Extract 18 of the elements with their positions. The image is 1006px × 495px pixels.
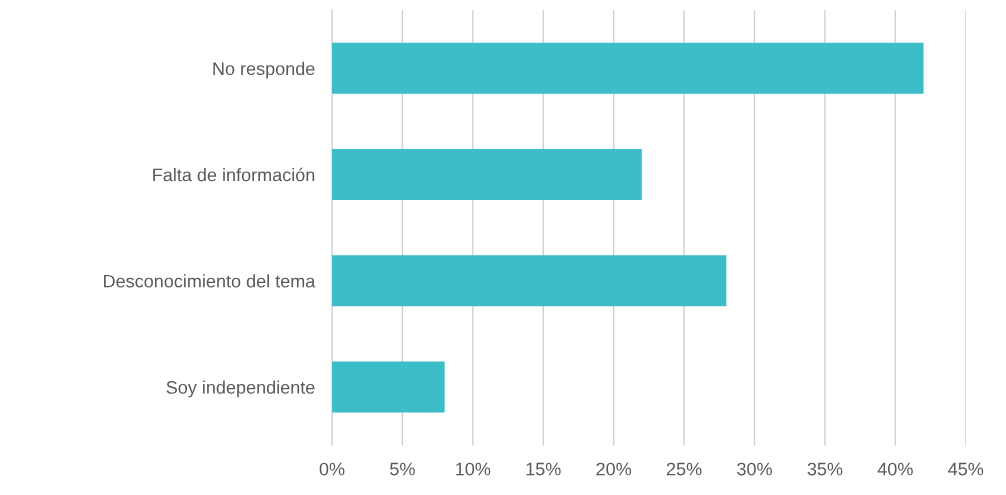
x-tick-label: 40% bbox=[877, 462, 913, 476]
x-tick-label: 10% bbox=[456, 462, 491, 476]
y-tick-label: Soy independiente bbox=[166, 380, 315, 398]
y-tick-label: Desconocimiento del tema bbox=[104, 274, 316, 288]
bar bbox=[331, 42, 924, 94]
x-tick-label: 20% bbox=[596, 462, 632, 476]
x-tick-label: 25% bbox=[666, 462, 702, 476]
y-tick-label: No responde bbox=[213, 61, 315, 79]
y-tick-label: Falta de información bbox=[153, 167, 315, 182]
x-tick-label: 30% bbox=[737, 462, 772, 476]
bar bbox=[331, 149, 642, 201]
x-tick-label: 5% bbox=[390, 462, 415, 476]
bar bbox=[331, 255, 727, 307]
x-tick-label: 45% bbox=[948, 462, 984, 476]
x-tick-label: 15% bbox=[526, 462, 561, 476]
x-tick-label: 0% bbox=[319, 462, 345, 476]
bar bbox=[331, 361, 445, 413]
x-tick-label: 35% bbox=[807, 462, 843, 476]
